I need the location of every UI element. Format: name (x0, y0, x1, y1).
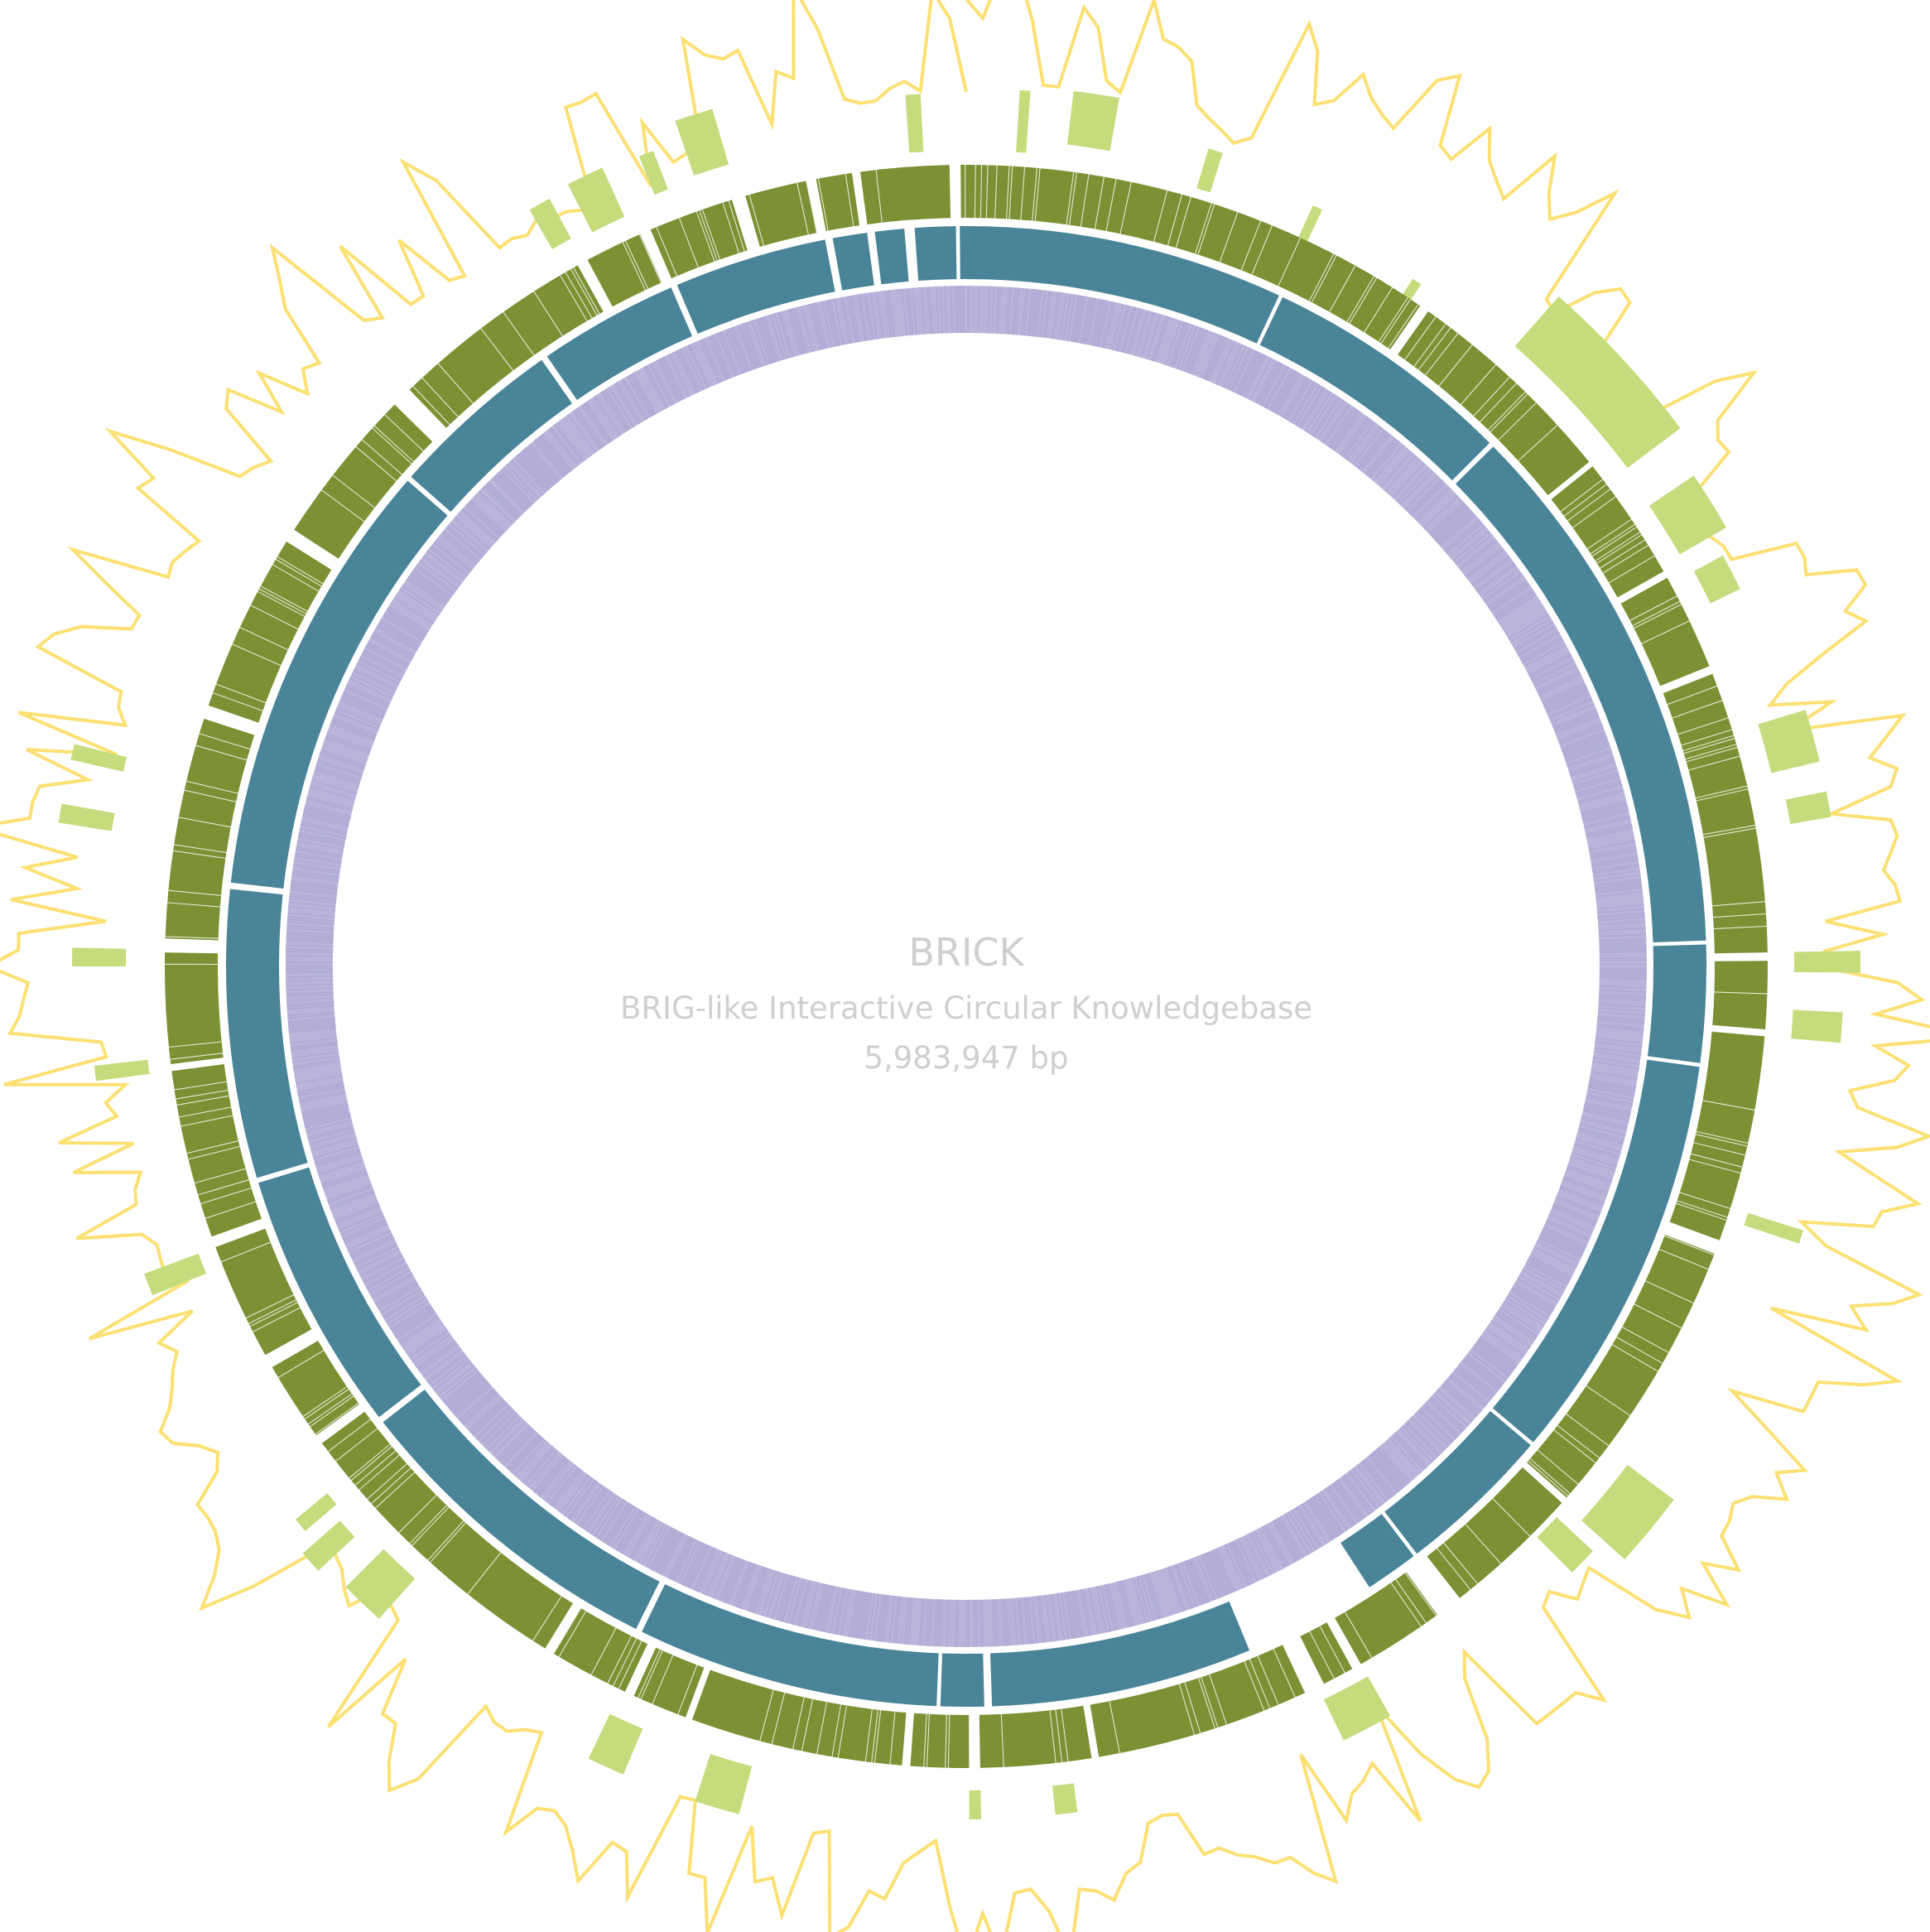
contig-segment (383, 1390, 660, 1630)
region-block (1744, 1212, 1803, 1244)
contig-ring (226, 225, 1707, 1707)
region-block (905, 94, 924, 153)
cds-block (1427, 1467, 1562, 1598)
region-block (567, 167, 625, 233)
cds-block (633, 1647, 705, 1718)
cds-block (409, 265, 604, 428)
region-block (1537, 1516, 1593, 1573)
gc-content-ticks (285, 285, 1648, 1648)
region-block (302, 1520, 355, 1571)
region-block (1066, 90, 1119, 152)
cds-block (294, 404, 433, 559)
contig-segment (1340, 1514, 1414, 1588)
region-block-ring (58, 89, 1860, 1819)
contig-segment (226, 889, 308, 1178)
contig-segment (960, 225, 1279, 344)
cds-block (587, 234, 662, 307)
contig-segment (1492, 1059, 1700, 1443)
region-block (1793, 951, 1860, 973)
cds-block (165, 718, 255, 941)
region-block (588, 1713, 643, 1775)
region-block (1016, 89, 1031, 153)
cds-block (1090, 1645, 1306, 1757)
contig-segment (914, 226, 957, 282)
cds-block (910, 1713, 970, 1768)
cds-gaps (164, 164, 1769, 1768)
contig-segment (258, 1167, 421, 1418)
region-block (529, 198, 571, 249)
contig-segment (940, 1653, 984, 1707)
genome-length-label: 5,983,947 bp (864, 1040, 1068, 1076)
region-block (1052, 1783, 1078, 1815)
region-block (1785, 791, 1831, 825)
region-block (1758, 710, 1820, 773)
contig-segment (546, 287, 693, 400)
map-title: BRICK (908, 930, 1025, 975)
contig-segment (1455, 446, 1706, 943)
contig-segment (642, 1584, 939, 1707)
region-block (345, 1549, 416, 1619)
cds-block (1551, 466, 1664, 598)
region-block (144, 1253, 207, 1296)
contig-segment (230, 480, 448, 889)
region-block (1693, 555, 1740, 604)
cds-block (1663, 673, 1768, 954)
cds-block (165, 952, 224, 1064)
region-block (58, 803, 115, 831)
region-block (70, 744, 128, 772)
region-block (1196, 148, 1223, 193)
contig-segment (1647, 944, 1707, 1063)
region-block (1514, 296, 1681, 469)
cds-block (1620, 577, 1710, 687)
region-block (295, 1493, 337, 1531)
map-subtitle: BRIG-like Interactive Circular Knowledge… (620, 990, 1312, 1026)
cds-block (1398, 311, 1590, 496)
contig-segment (874, 229, 909, 285)
cds-block (979, 1705, 1092, 1768)
gc-content-ring (285, 285, 1648, 1648)
contig-segment (832, 233, 874, 291)
region-block (1296, 205, 1323, 248)
region-block (1791, 1009, 1843, 1043)
region-block (969, 1790, 981, 1819)
contig-segment (1259, 296, 1490, 481)
cds-block (553, 1607, 648, 1692)
contig-segment (989, 1601, 1250, 1707)
region-block (1581, 1464, 1674, 1559)
region-block (638, 151, 668, 195)
region-block (675, 108, 729, 176)
cds-block (1527, 1234, 1715, 1498)
cds-block (171, 1064, 262, 1237)
cds-block (1712, 961, 1769, 1029)
cds-block (745, 181, 817, 248)
cds-block (1335, 1572, 1437, 1665)
cds-block (960, 164, 1421, 349)
cds-block (859, 165, 951, 224)
cds-block (272, 1341, 359, 1436)
cds-block (816, 172, 860, 232)
cds-block (650, 200, 748, 279)
cds-block (691, 1669, 907, 1766)
region-block (1323, 1676, 1391, 1741)
region-block (72, 947, 127, 966)
contig-segment (1384, 1410, 1531, 1554)
cds-block (215, 1228, 312, 1356)
cds-block (321, 1411, 573, 1649)
region-block (695, 1754, 753, 1814)
contig-segment (676, 239, 835, 334)
region-block (94, 1059, 150, 1082)
cds-ring (164, 164, 1769, 1768)
contig-segment (411, 359, 572, 513)
region-block (1648, 475, 1726, 555)
cds-block (208, 542, 332, 723)
